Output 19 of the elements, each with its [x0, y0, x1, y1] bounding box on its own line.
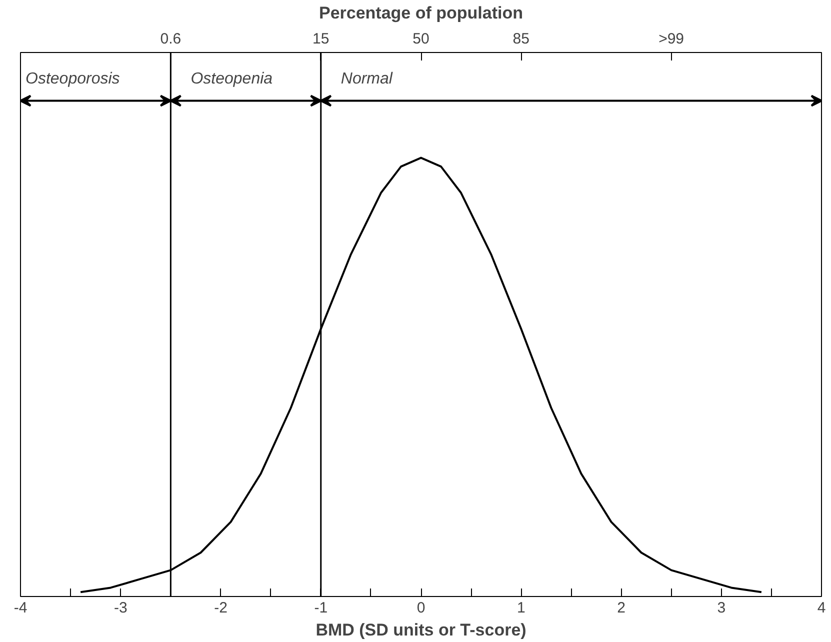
x-tick-label: 4: [817, 600, 826, 616]
x2-axis-title: Percentage of population: [318, 4, 524, 22]
annotation: 85: [512, 30, 530, 48]
annotation: >99: [658, 30, 684, 48]
annotation: 15: [312, 30, 330, 48]
x-tick-label: -4: [14, 600, 28, 616]
x-tick-label: 0: [416, 600, 426, 616]
x-tick-label: -2: [214, 600, 228, 616]
text: Normal: [340, 70, 393, 88]
text: Osteoporosis: [26, 70, 120, 88]
x-tick-label: 2: [617, 600, 626, 616]
x-tick-label: -3: [114, 600, 128, 616]
x-axis-title: BMD (SD units or T-score): [316, 620, 526, 640]
x-tick-label: -1: [314, 600, 328, 616]
x-tick-label: 3: [717, 600, 726, 616]
text: Osteopenia: [190, 70, 273, 88]
annotation: 0.6: [160, 30, 182, 48]
x-tick-label: 1: [516, 600, 526, 616]
annotation: 50: [412, 30, 430, 48]
